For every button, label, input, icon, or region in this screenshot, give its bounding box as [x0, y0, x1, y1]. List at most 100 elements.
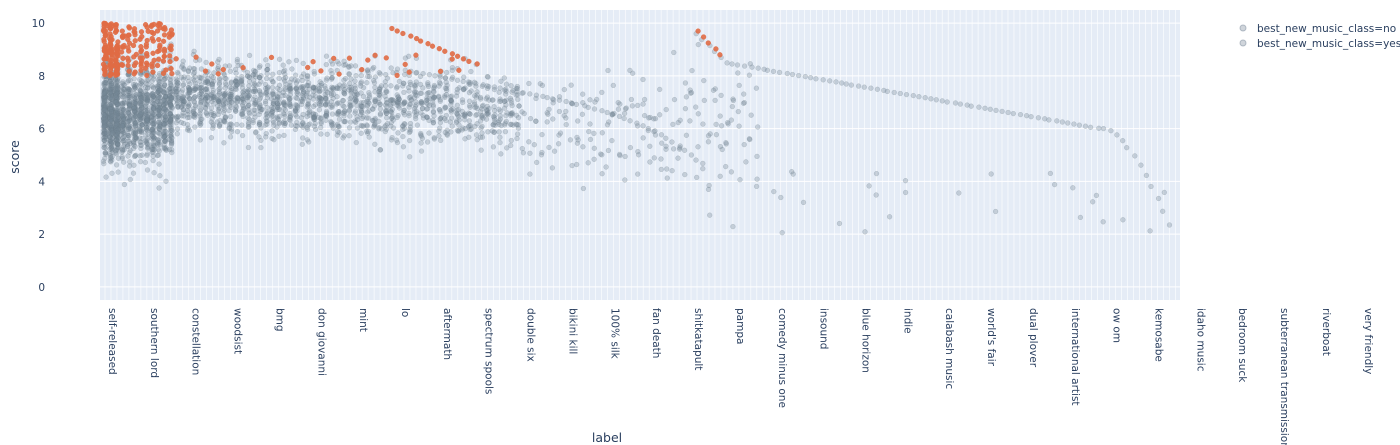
point-no [514, 88, 520, 95]
point-no [127, 126, 134, 132]
point-no [393, 137, 400, 143]
point-no [108, 117, 114, 123]
point-no [119, 123, 126, 129]
point-no [1120, 138, 1126, 144]
point-no [741, 141, 747, 148]
point-no [150, 157, 156, 164]
point-yes [150, 50, 156, 56]
point-yes [346, 55, 353, 61]
legend-item-no[interactable]: best_new_music_class=no [1239, 23, 1396, 35]
point-no [664, 175, 670, 181]
point-no [956, 190, 962, 196]
point-no [779, 230, 785, 236]
point-no [115, 100, 122, 107]
point-yes [102, 32, 109, 38]
point-no [114, 126, 120, 132]
point-no [169, 149, 175, 156]
point-no [621, 110, 628, 117]
point-no [976, 104, 982, 110]
point-no [533, 118, 539, 124]
point-no [131, 105, 137, 111]
point-no [126, 118, 132, 124]
point-no [114, 134, 121, 140]
point-no [145, 118, 151, 124]
point-no [360, 93, 367, 100]
point-yes [413, 52, 419, 58]
point-no [157, 173, 163, 179]
point-no [127, 106, 133, 112]
point-no [114, 96, 120, 103]
legend-item-yes[interactable]: best_new_music_class=yes [1239, 38, 1400, 50]
point-yes [359, 66, 365, 73]
point-no [115, 127, 121, 133]
point-no [101, 115, 107, 122]
point-no [138, 129, 145, 135]
point-no [365, 69, 371, 75]
point-no [340, 83, 346, 89]
point-no [115, 141, 121, 148]
point-no [120, 91, 126, 97]
point-no [102, 119, 108, 126]
point-no [100, 107, 107, 113]
point-no [143, 96, 149, 103]
point-no [466, 134, 472, 140]
point-no [366, 100, 372, 106]
point-no [107, 113, 113, 119]
point-no [143, 124, 150, 131]
point-no [144, 167, 151, 173]
point-no [132, 123, 138, 129]
point-no [102, 130, 108, 136]
point-no [125, 126, 131, 132]
point-no [131, 103, 138, 109]
legend[interactable]: best_new_music_class=no best_new_music_c… [1239, 23, 1400, 50]
point-no [103, 122, 109, 128]
point-no [454, 102, 460, 108]
point-no [1071, 121, 1077, 127]
point-no [234, 129, 241, 135]
point-no [145, 120, 151, 127]
point-no [120, 121, 126, 127]
point-no [486, 105, 492, 112]
point-no [623, 105, 629, 111]
point-no [516, 103, 522, 109]
point-no [144, 117, 150, 123]
point-no [401, 112, 408, 118]
x-tick-label: bikini kill [566, 308, 578, 354]
point-no [119, 155, 125, 162]
point-no [508, 112, 514, 119]
point-no [999, 108, 1005, 115]
point-no [305, 122, 311, 128]
x-tick-label: comedy minus one [776, 308, 788, 408]
point-no [347, 113, 353, 119]
point-no [210, 74, 216, 81]
point-no [144, 137, 150, 143]
point-no [228, 126, 235, 132]
point-no [740, 100, 747, 106]
point-no [103, 145, 109, 151]
point-yes [417, 38, 424, 44]
point-no [143, 116, 149, 122]
point-no [185, 74, 191, 80]
point-no [109, 80, 115, 87]
point-no [115, 134, 121, 140]
point-no [107, 95, 113, 102]
point-no [1108, 128, 1114, 134]
point-yes [402, 61, 408, 68]
point-no [401, 107, 408, 113]
point-no [169, 105, 175, 111]
x-tick-label: subterranean transmissions [1278, 308, 1290, 445]
point-no [131, 107, 137, 114]
point-no [764, 67, 771, 73]
point-no [627, 67, 633, 74]
point-no [902, 189, 909, 196]
point-no [288, 122, 295, 128]
point-no [400, 83, 406, 89]
point-no [353, 139, 359, 146]
point-no [652, 132, 659, 138]
point-no [102, 115, 109, 121]
point-no [139, 122, 145, 128]
point-no [109, 93, 116, 99]
point-no [109, 129, 115, 135]
point-no [109, 144, 115, 150]
